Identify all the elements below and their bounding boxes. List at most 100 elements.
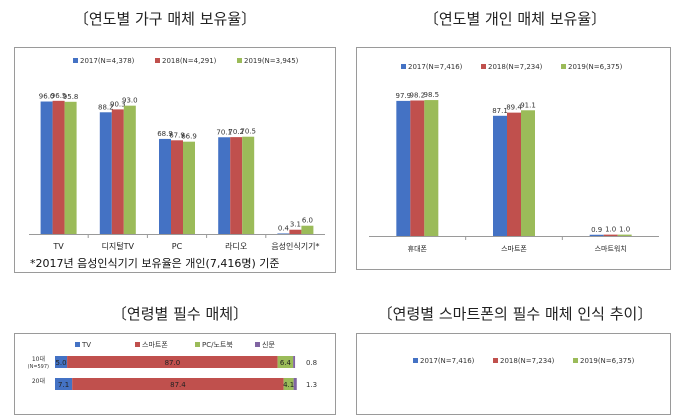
bar <box>242 136 255 234</box>
legend-label: 2019(N=3,945) <box>244 57 299 65</box>
bar <box>289 229 302 234</box>
stacked-segment <box>72 378 284 390</box>
data-label: 70.5 <box>240 128 256 136</box>
legend-label: 스마트폰 <box>142 340 168 349</box>
legend-label: 신문 <box>262 340 275 349</box>
legend-swatch <box>481 64 486 69</box>
bar <box>111 109 124 234</box>
data-label: 1.0 <box>619 226 630 234</box>
household-ownership-chart: 2017(N=4,378) 2018(N=4,291) 2019(N=3,945) 9… <box>29 57 325 251</box>
personal-chart-panel: 2017(N=7,416) 2018(N=7,234) 2019(N=6,375) 9… <box>356 47 671 270</box>
legend-label: TV <box>81 341 91 349</box>
legend-label: 2019(N=6,375) <box>568 63 623 71</box>
segment-label: 0.8 <box>306 359 317 367</box>
bar <box>396 100 411 236</box>
bar <box>507 112 521 236</box>
data-label: 67.9 <box>169 131 185 139</box>
data-label: 3.1 <box>290 221 301 229</box>
legend-label: 2018(N=4,291) <box>162 57 217 65</box>
legend-label: 2017(N=7,416) <box>408 63 463 71</box>
category-label: 스마트워치 <box>595 244 627 253</box>
data-label: 90.3 <box>110 100 126 108</box>
data-label: 68.9 <box>157 130 173 138</box>
age-required-heading: 〔연령별 필수 매체〕 <box>111 305 249 323</box>
legend-swatch <box>155 58 160 63</box>
data-label: 0.4 <box>278 224 290 232</box>
bar <box>52 100 65 234</box>
stacked-segment <box>293 378 297 390</box>
legend-swatch <box>493 358 498 363</box>
category-label: 라디오 <box>225 242 247 251</box>
legend-swatch <box>237 58 242 63</box>
household-chart-heading: 〔연도별 가구 매체 보유율〕 <box>73 10 257 28</box>
data-label: 70.2 <box>228 128 244 136</box>
category-label: 스마트폰 <box>501 244 527 253</box>
bar <box>64 101 77 234</box>
age-smartphone-panel: 2017(N=7,416) 2018(N=7,234) 2019(N=6,375) <box>356 333 671 415</box>
data-label: 6.0 <box>302 217 313 225</box>
legend-label: 2017(N=7,416) <box>420 357 475 365</box>
age-smartphone-trend-chart: 2017(N=7,416) 2018(N=7,234) 2019(N=6,375) <box>413 357 635 365</box>
segment-label: 87.4 <box>170 381 186 389</box>
legend-swatch <box>401 64 406 69</box>
personal-chart-heading: 〔연도별 개인 매체 보유율〕 <box>423 10 607 28</box>
bar <box>301 225 314 234</box>
data-label: 93.0 <box>122 97 138 105</box>
segment-label: 6.4 <box>280 359 292 367</box>
row-sub-label: (N=597) <box>28 364 49 370</box>
stacked-segment <box>55 378 73 390</box>
data-label: 98.2 <box>410 91 426 99</box>
bar <box>603 234 618 236</box>
stacked-segment <box>293 356 296 368</box>
bar <box>171 140 183 234</box>
segment-label: 87.0 <box>165 359 181 367</box>
legend-swatch <box>135 342 140 347</box>
bar <box>183 141 195 234</box>
legend-swatch <box>73 58 78 63</box>
stacked-segment <box>67 356 278 368</box>
data-label: 98.5 <box>424 91 440 99</box>
bar <box>410 100 425 236</box>
stacked-segment <box>55 356 68 368</box>
category-label: 음성인식기기* <box>271 241 319 251</box>
household-chart-panel: 2017(N=4,378) 2018(N=4,291) 2019(N=3,945) 9… <box>14 47 336 273</box>
bar <box>123 105 136 234</box>
category-label: TV <box>52 242 64 251</box>
legend-swatch <box>413 358 418 363</box>
data-label: 96.5 <box>51 92 67 100</box>
household-footnote: *2017년 음성인식기기 보유율은 개인(7,416명) 기준 <box>30 257 280 270</box>
data-label: 87.1 <box>492 107 508 115</box>
data-label: 70.1 <box>216 128 232 136</box>
age-required-media-chart: TV 스마트폰 PC/노트북 신문 10대(N=597) 5.0 87.0 6.4 0.8 20대… <box>28 340 317 390</box>
bar <box>424 100 439 236</box>
data-label: 91.1 <box>520 101 536 109</box>
data-label: 1.0 <box>605 226 616 234</box>
legend-swatch <box>573 358 578 363</box>
bar <box>277 233 290 235</box>
legend-label: 2019(N=6,375) <box>580 357 635 365</box>
category-label: PC <box>172 242 183 251</box>
legend-label: 2018(N=7,234) <box>488 63 543 71</box>
segment-label: 4.1 <box>283 381 294 389</box>
personal-ownership-chart: 2017(N=7,416) 2018(N=7,234) 2019(N=6,375) 9… <box>369 63 659 253</box>
bar <box>493 115 507 236</box>
legend-swatch <box>195 342 200 347</box>
category-label: 디지털TV <box>102 241 135 251</box>
age-required-panel: TV 스마트폰 PC/노트북 신문 10대 (N=597) 5.0 87.0 6.4 0.8 20대… <box>14 333 336 415</box>
data-label: 95.8 <box>63 93 79 101</box>
bar <box>589 234 604 236</box>
category-label: 휴대폰 <box>408 244 428 253</box>
legend-swatch <box>561 64 566 69</box>
age-smartphone-heading: 〔연령별 스마트폰의 필수 매체 인식 추이〕 <box>377 305 653 323</box>
stacked-segment <box>283 378 294 390</box>
data-label: 88.2 <box>98 103 114 111</box>
segment-label: 7.1 <box>58 381 69 389</box>
stacked-segment <box>277 356 294 368</box>
data-label: 97.9 <box>396 92 412 100</box>
segment-label: 5.0 <box>55 359 66 367</box>
legend-label: 2017(N=4,378) <box>80 57 135 65</box>
bar <box>99 112 112 234</box>
legend-swatch <box>75 342 80 347</box>
bar <box>230 137 243 234</box>
data-label: 66.9 <box>181 133 197 141</box>
